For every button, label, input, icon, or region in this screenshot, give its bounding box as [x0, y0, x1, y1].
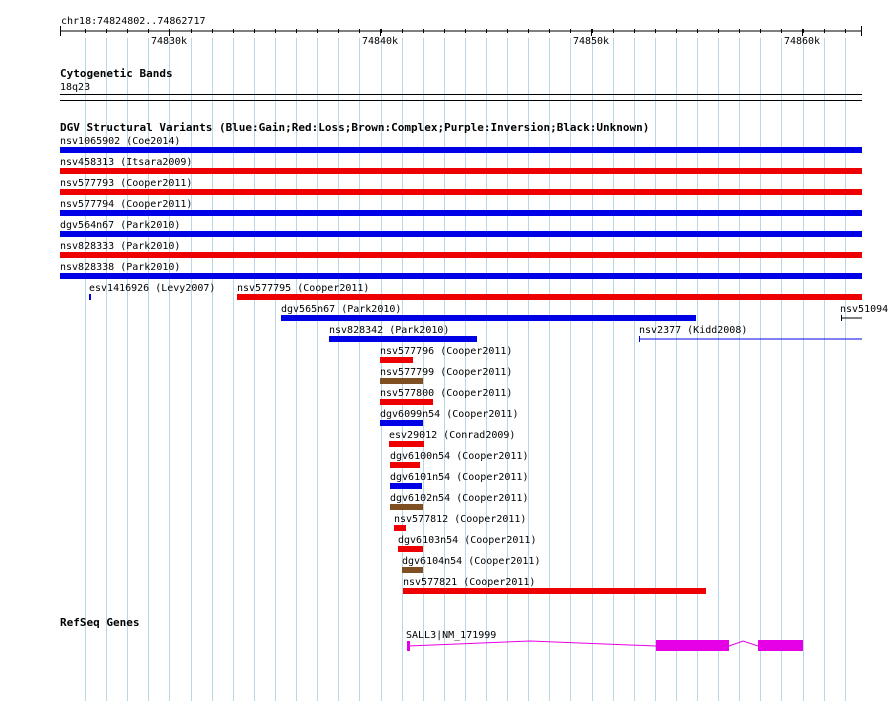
variant-label: nsv458313 (Itsara2009): [60, 157, 192, 168]
variant-label: nsv577793 (Cooper2011): [60, 178, 192, 189]
ruler-minor-ticks: [60, 26, 862, 36]
variant-label: nsv577821 (Cooper2011): [403, 577, 535, 588]
variant-label: dgv565n67 (Park2010): [281, 304, 401, 315]
variant-label: nsv577795 (Cooper2011): [237, 283, 369, 294]
variant-label: dgv6104n54 (Cooper2011): [402, 556, 540, 567]
variant-label: nsv577799 (Cooper2011): [380, 367, 512, 378]
cytoband-track-title: Cytogenetic Bands: [60, 67, 173, 80]
variant-label: dgv6100n54 (Cooper2011): [390, 451, 528, 462]
variant-label: nsv828333 (Park2010): [60, 241, 180, 252]
variant-label: nsv577812 (Cooper2011): [394, 514, 526, 525]
variant-bar-gain[interactable]: [60, 273, 862, 279]
variant-bar-gain[interactable]: [380, 420, 423, 426]
variant-label: nsv577796 (Cooper2011): [380, 346, 512, 357]
gene-exon-coding: [656, 640, 729, 651]
variant-label: dgv6103n54 (Cooper2011): [398, 535, 536, 546]
variant-bar-loss[interactable]: [60, 189, 862, 195]
variant-bar-loss[interactable]: [394, 525, 406, 531]
variant-bar-loss[interactable]: [398, 546, 423, 552]
variant-bar-gain[interactable]: [60, 210, 862, 216]
variant-bar-loss[interactable]: [60, 252, 862, 258]
variant-label: nsv577800 (Cooper2011): [380, 388, 512, 399]
variant-label: dgv6099n54 (Cooper2011): [380, 409, 518, 420]
variant-bar-loss[interactable]: [237, 294, 862, 300]
variant-bar-loss[interactable]: [380, 399, 433, 405]
variant-bar-gain[interactable]: [89, 294, 91, 300]
variant-label: nsv2377 (Kidd2008): [639, 325, 747, 336]
variant-bar-gain[interactable]: [60, 231, 862, 237]
cytoband-label: 18q23: [60, 82, 90, 93]
variant-label: esv29012 (Conrad2009): [389, 430, 515, 441]
variant-bar-gain[interactable]: [60, 147, 862, 153]
cytoband-track: Cytogenetic Bands 18q23: [60, 67, 862, 101]
variant-bar-loss[interactable]: [60, 168, 862, 174]
variant-span-unknown[interactable]: [841, 315, 862, 321]
variant-bar-loss[interactable]: [403, 588, 706, 594]
variant-label: nsv51094: [840, 304, 888, 315]
variant-label: nsv577794 (Cooper2011): [60, 199, 192, 210]
dgv-track: DGV Structural Variants (Blue:Gain;Red:L…: [60, 121, 888, 594]
gene-intron-line: [728, 640, 759, 647]
variant-label: dgv564n67 (Park2010): [60, 220, 180, 231]
refseq-track-title: RefSeq Genes: [60, 616, 139, 629]
refseq-track: RefSeq Genes SALL3|NM_171999: [60, 616, 803, 651]
ruler-tick-label: 74860k: [784, 36, 820, 47]
variant-label: dgv6102n54 (Cooper2011): [390, 493, 528, 504]
variant-bar-loss[interactable]: [390, 462, 420, 468]
gene-intron-line: [407, 640, 657, 647]
variant-bar-loss[interactable]: [389, 441, 424, 447]
ruler: chr18:74824802..74862717 74830k 74840k 7…: [60, 16, 862, 47]
gene-exon-utr: [407, 641, 410, 651]
variant-bar-complex[interactable]: [390, 504, 423, 510]
gene-model-sall3[interactable]: [407, 640, 803, 651]
variant-bar-complex[interactable]: [380, 378, 423, 384]
variant-bar-gain[interactable]: [329, 336, 477, 342]
variant-span-gain[interactable]: [639, 336, 862, 342]
variant-label: nsv1065902 (Coe2014): [60, 136, 180, 147]
variant-bar-gain[interactable]: [390, 483, 422, 489]
dgv-track-title: DGV Structural Variants (Blue:Gain;Red:L…: [60, 121, 649, 134]
gene-exon-coding: [758, 640, 803, 651]
variant-bar-complex[interactable]: [402, 567, 423, 573]
variant-label: nsv828338 (Park2010): [60, 262, 180, 273]
ruler-tick-label: 74840k: [362, 36, 398, 47]
ruler-tick-label: 74850k: [573, 36, 609, 47]
variant-label: esv1416926 (Levy2007): [89, 283, 215, 294]
variant-bar-loss[interactable]: [380, 357, 413, 363]
variant-bar-gain[interactable]: [281, 315, 696, 321]
gene-label: SALL3|NM_171999: [406, 630, 496, 641]
region-label: chr18:74824802..74862717: [61, 16, 206, 27]
ruler-tick-label: 74830k: [151, 36, 187, 47]
variant-label: nsv828342 (Park2010): [329, 325, 449, 336]
variant-label: dgv6101n54 (Cooper2011): [390, 472, 528, 483]
